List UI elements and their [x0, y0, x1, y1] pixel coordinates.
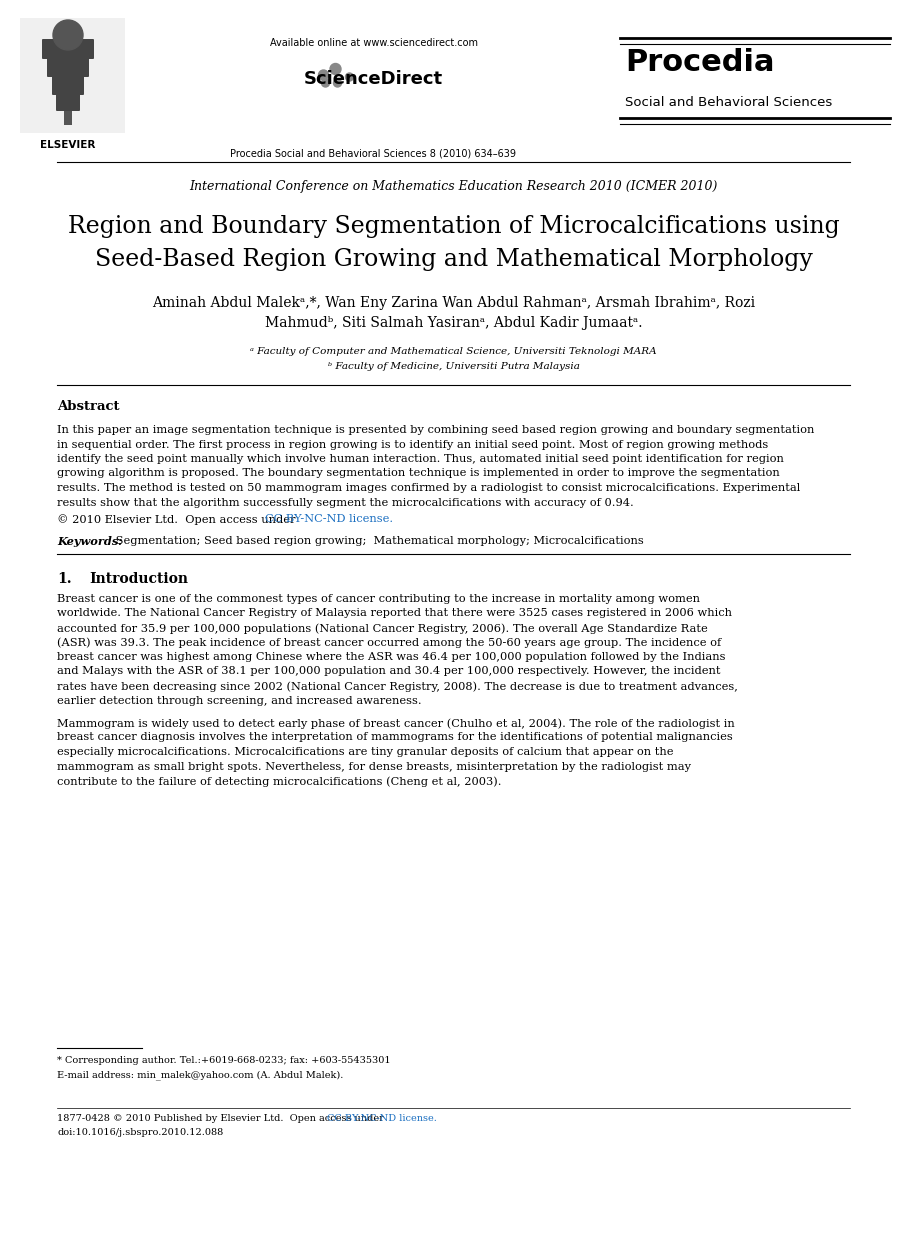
Text: © 2010 Elsevier Ltd.  Open access under: © 2010 Elsevier Ltd. Open access under	[57, 514, 299, 525]
Text: accounted for 35.9 per 100,000 populations (National Cancer Registry, 2006). The: accounted for 35.9 per 100,000 populatio…	[57, 623, 707, 634]
Text: mammogram as small bright spots. Nevertheless, for dense breasts, misinterpretat: mammogram as small bright spots. Neverth…	[57, 761, 691, 771]
Text: * Corresponding author. Tel.:+6019-668-0233; fax: +603-55435301: * Corresponding author. Tel.:+6019-668-0…	[57, 1056, 391, 1065]
Text: Procedia Social and Behavioral Sciences 8 (2010) 634–639: Procedia Social and Behavioral Sciences …	[230, 149, 516, 158]
Text: Seed-Based Region Growing and Mathematical Morphology: Seed-Based Region Growing and Mathematic…	[94, 248, 813, 271]
Circle shape	[53, 20, 83, 50]
Text: ScienceDirect: ScienceDirect	[304, 71, 443, 88]
Text: ᵇ Faculty of Medicine, Universiti Putra Malaysia: ᵇ Faculty of Medicine, Universiti Putra …	[327, 361, 580, 371]
Text: 1.: 1.	[57, 572, 72, 586]
Text: 1877-0428 © 2010 Published by Elsevier Ltd.  Open access under: 1877-0428 © 2010 Published by Elsevier L…	[57, 1114, 387, 1123]
Text: rates have been decreasing since 2002 (National Cancer Registry, 2008). The decr: rates have been decreasing since 2002 (N…	[57, 681, 738, 692]
Text: results show that the algorithm successfully segment the microcalcifications wit: results show that the algorithm successf…	[57, 498, 634, 508]
Text: CC BY-NC-ND license.: CC BY-NC-ND license.	[265, 514, 393, 524]
Circle shape	[330, 63, 341, 74]
Circle shape	[346, 73, 354, 80]
Text: (ASR) was 39.3. The peak incidence of breast cancer occurred among the 50-60 yea: (ASR) was 39.3. The peak incidence of br…	[57, 638, 721, 647]
Text: Mammogram is widely used to detect early phase of breast cancer (Chulho et al, 2: Mammogram is widely used to detect early…	[57, 718, 735, 728]
Text: doi:10.1016/j.sbspro.2010.12.088: doi:10.1016/j.sbspro.2010.12.088	[57, 1128, 223, 1136]
Text: Introduction: Introduction	[89, 572, 188, 586]
Text: in sequential order. The first process in region growing is to identify an initi: in sequential order. The first process i…	[57, 439, 768, 449]
Text: E-mail address: min_malek@yahoo.com (A. Abdul Malek).: E-mail address: min_malek@yahoo.com (A. …	[57, 1070, 344, 1080]
Text: results. The method is tested on 50 mammogram images confirmed by a radiologist : results. The method is tested on 50 mamm…	[57, 483, 800, 493]
Text: Abstract: Abstract	[57, 400, 120, 413]
Circle shape	[318, 71, 328, 80]
Text: Mahmudᵇ, Siti Salmah Yasiranᵃ, Abdul Kadir Jumaatᵃ.: Mahmudᵇ, Siti Salmah Yasiranᵃ, Abdul Kad…	[265, 316, 642, 331]
Text: growing algorithm is proposed. The boundary segmentation technique is implemente: growing algorithm is proposed. The bound…	[57, 468, 780, 479]
Text: Keywords:: Keywords:	[57, 536, 122, 547]
Text: identify the seed point manually which involve human interaction. Thus, automate: identify the seed point manually which i…	[57, 454, 784, 464]
Text: In this paper an image segmentation technique is presented by combining seed bas: In this paper an image segmentation tech…	[57, 425, 814, 435]
Text: especially microcalcifications. Microcalcifications are tiny granular deposits o: especially microcalcifications. Microcal…	[57, 747, 674, 756]
Text: earlier detection through screening, and increased awareness.: earlier detection through screening, and…	[57, 696, 422, 706]
Text: Breast cancer is one of the commonest types of cancer contributing to the increa: Breast cancer is one of the commonest ty…	[57, 594, 700, 604]
FancyBboxPatch shape	[42, 40, 94, 59]
Text: ᵃ Faculty of Computer and Mathematical Science, Universiti Teknologi MARA: ᵃ Faculty of Computer and Mathematical S…	[250, 347, 657, 357]
FancyBboxPatch shape	[47, 57, 89, 77]
Text: and Malays with the ASR of 38.1 per 100,000 population and 30.4 per 100,000 resp: and Malays with the ASR of 38.1 per 100,…	[57, 666, 720, 676]
Text: Procedia: Procedia	[625, 48, 775, 77]
Text: Aminah Abdul Malekᵃ,*, Wan Eny Zarina Wan Abdul Rahmanᵃ, Arsmah Ibrahimᵃ, Rozi: Aminah Abdul Malekᵃ,*, Wan Eny Zarina Wa…	[152, 296, 755, 310]
Text: CC BY-NC-ND license.: CC BY-NC-ND license.	[327, 1114, 437, 1123]
Bar	[20, 19, 125, 132]
Text: breast cancer was highest among Chinese where the ASR was 46.4 per 100,000 popul: breast cancer was highest among Chinese …	[57, 652, 726, 662]
Text: International Conference on Mathematics Education Research 2010 (ICMER 2010): International Conference on Mathematics …	[190, 180, 717, 193]
Text: Region and Boundary Segmentation of Microcalcifications using: Region and Boundary Segmentation of Micr…	[68, 215, 839, 238]
Text: contribute to the failure of detecting microcalcifications (Cheng et al, 2003).: contribute to the failure of detecting m…	[57, 776, 502, 786]
FancyBboxPatch shape	[52, 76, 84, 95]
Text: breast cancer diagnosis involves the interpretation of mammograms for the identi: breast cancer diagnosis involves the int…	[57, 733, 733, 743]
Text: worldwide. The National Cancer Registry of Malaysia reported that there were 352: worldwide. The National Cancer Registry …	[57, 609, 732, 619]
Text: ELSEVIER: ELSEVIER	[40, 140, 95, 150]
Circle shape	[334, 79, 342, 87]
FancyBboxPatch shape	[56, 92, 80, 111]
Circle shape	[321, 79, 329, 87]
Bar	[64, 100, 72, 125]
Text: Social and Behavioral Sciences: Social and Behavioral Sciences	[625, 97, 833, 109]
Text: Available online at www.sciencedirect.com: Available online at www.sciencedirect.co…	[269, 38, 477, 48]
Text: Segmentation; Seed based region growing;  Mathematical morphology; Microcalcific: Segmentation; Seed based region growing;…	[112, 536, 644, 546]
